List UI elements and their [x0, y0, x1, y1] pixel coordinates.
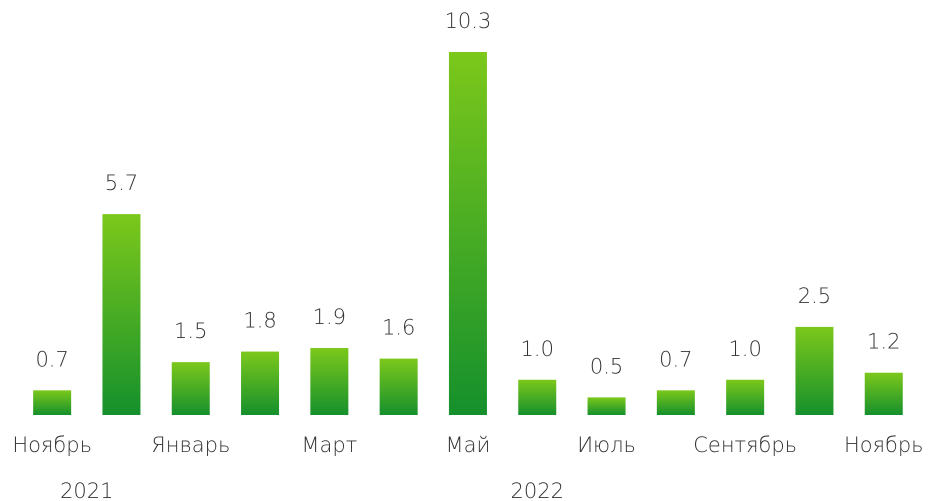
x-tick-label: Ноябрь — [844, 433, 924, 457]
value-label: 1.9 — [313, 305, 346, 329]
value-label: 0.5 — [590, 354, 623, 378]
x-tick-label: Ноябрь — [12, 433, 92, 457]
bar — [241, 351, 280, 415]
bar — [726, 379, 765, 415]
bar — [310, 348, 349, 415]
bar — [864, 372, 903, 415]
bar — [33, 390, 72, 415]
year-label: 2022 — [511, 479, 564, 501]
bar — [171, 362, 210, 415]
year-label: 2021 — [60, 479, 113, 501]
x-tick-label: Сентябрь — [693, 433, 797, 457]
bar — [379, 358, 418, 415]
x-tick-label: Март — [301, 433, 357, 457]
x-tick-label: Январь — [151, 433, 230, 457]
x-tick-label: Май — [446, 433, 491, 457]
value-label: 0.7 — [35, 347, 68, 371]
bar — [795, 326, 834, 415]
value-label: 10.3 — [445, 9, 492, 33]
value-label: 5.7 — [105, 171, 138, 195]
bar — [587, 397, 626, 415]
bar — [448, 52, 487, 415]
value-label: 1.0 — [521, 337, 554, 361]
value-label: 1.6 — [382, 316, 415, 340]
bar — [102, 214, 141, 415]
value-label: 1.2 — [867, 330, 900, 354]
value-label: 1.0 — [728, 337, 761, 361]
value-label: 1.8 — [243, 309, 276, 333]
bar — [656, 390, 695, 415]
x-tick-label: Июль — [577, 433, 636, 457]
value-label: 2.5 — [798, 284, 831, 308]
bar — [518, 379, 557, 415]
value-label: 1.5 — [174, 319, 207, 343]
value-label: 0.7 — [659, 347, 692, 371]
